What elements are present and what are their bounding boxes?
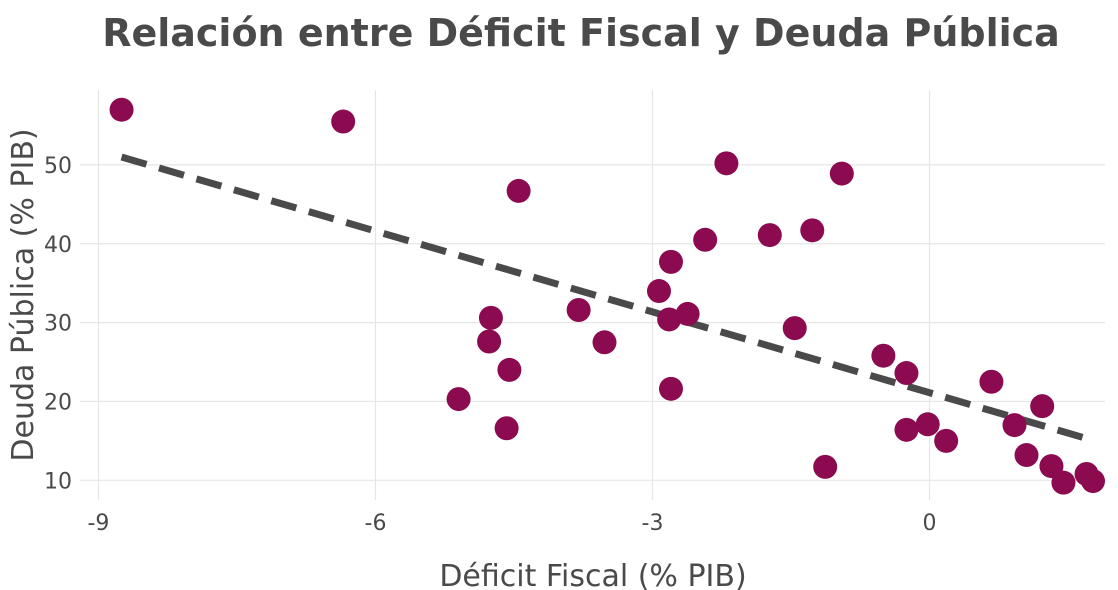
- data-point: [676, 302, 700, 326]
- data-point: [934, 429, 958, 453]
- data-point: [1030, 394, 1054, 418]
- data-point: [871, 344, 895, 368]
- data-point: [783, 316, 807, 340]
- data-point: [758, 223, 782, 247]
- data-point: [894, 418, 918, 442]
- data-point: [331, 110, 355, 134]
- trend-layer: [122, 157, 1087, 438]
- data-point: [507, 179, 531, 203]
- data-point: [714, 151, 738, 175]
- y-tick-label: 10: [44, 469, 72, 494]
- data-point: [916, 412, 940, 436]
- y-tick-label: 40: [44, 233, 72, 258]
- data-point: [1015, 443, 1039, 467]
- data-point: [979, 370, 1003, 394]
- data-point: [693, 228, 717, 252]
- data-point: [800, 218, 824, 242]
- trend-line: [122, 157, 1087, 438]
- data-point: [659, 377, 683, 401]
- x-tick-label: -3: [642, 511, 664, 536]
- data-points: [110, 98, 1105, 495]
- data-point: [659, 250, 683, 274]
- data-point: [567, 298, 591, 322]
- y-tick-label: 30: [44, 312, 72, 337]
- data-point: [1051, 471, 1075, 495]
- data-point: [477, 330, 501, 354]
- data-point: [593, 330, 617, 354]
- chart-title: Relación entre Déficit Fiscal y Deuda Pú…: [102, 11, 1060, 55]
- data-point: [495, 416, 519, 440]
- x-axis-label: Déficit Fiscal (% PIB): [439, 559, 746, 590]
- data-point: [647, 279, 671, 303]
- data-point: [447, 387, 471, 411]
- data-point: [110, 98, 134, 122]
- data-point: [497, 358, 521, 382]
- data-point: [1081, 469, 1105, 493]
- x-tick-label: -9: [87, 511, 109, 536]
- data-point: [830, 162, 854, 186]
- data-point: [479, 306, 503, 330]
- y-axis-label: Deuda Pública (% PIB): [6, 128, 41, 461]
- data-point: [813, 455, 837, 479]
- data-point: [894, 361, 918, 385]
- x-tick-label: -6: [365, 511, 387, 536]
- y-tick-label: 20: [44, 390, 72, 415]
- data-point: [1003, 413, 1027, 437]
- y-tick-label: 50: [44, 154, 72, 179]
- x-tick-label: 0: [923, 511, 937, 536]
